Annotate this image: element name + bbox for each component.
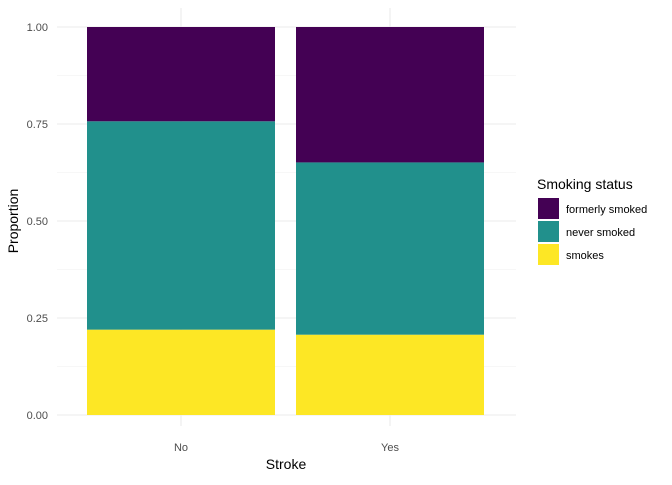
x-tick-labels: No Yes: [174, 442, 399, 454]
x-tick-label: No: [174, 442, 188, 454]
bar-segment-no-formerly-smoked: [87, 27, 275, 122]
legend-swatch-formerly-smoked: [538, 198, 559, 219]
bar-segment-no-smokes: [87, 329, 275, 415]
y-tick-labels: 0.00 0.25 0.50 0.75 1.00: [27, 22, 48, 422]
legend-label: smokes: [566, 250, 604, 262]
y-axis-title: Proportion: [5, 189, 21, 254]
y-tick-label: 0.25: [27, 313, 48, 325]
bars: [87, 27, 484, 415]
axes: 0.00 0.25 0.50 0.75 1.00 No Yes Stroke Propor…: [5, 22, 399, 472]
y-tick-label: 0.50: [27, 216, 48, 228]
legend-label: never smoked: [566, 227, 635, 239]
bar-segment-yes-never-smoked: [296, 162, 484, 335]
legend-swatch-smokes: [538, 244, 559, 265]
x-tick-label: Yes: [381, 442, 399, 454]
y-tick-label: 1.00: [27, 22, 48, 34]
bar-segment-yes-formerly-smoked: [296, 27, 484, 163]
x-axis-title: Stroke: [266, 456, 307, 472]
legend-title: Smoking status: [537, 176, 633, 192]
bar-segment-no-never-smoked: [87, 121, 275, 330]
legend-items: formerly smoked never smoked smokes: [538, 198, 647, 265]
y-tick-label: 0.75: [27, 119, 48, 131]
bar-segment-yes-smokes: [296, 334, 484, 415]
legend: Smoking status formerly smoked never smok…: [537, 176, 647, 265]
legend-label: formerly smoked: [566, 204, 647, 216]
legend-swatch-never-smoked: [538, 221, 559, 242]
y-tick-label: 0.00: [27, 410, 48, 422]
